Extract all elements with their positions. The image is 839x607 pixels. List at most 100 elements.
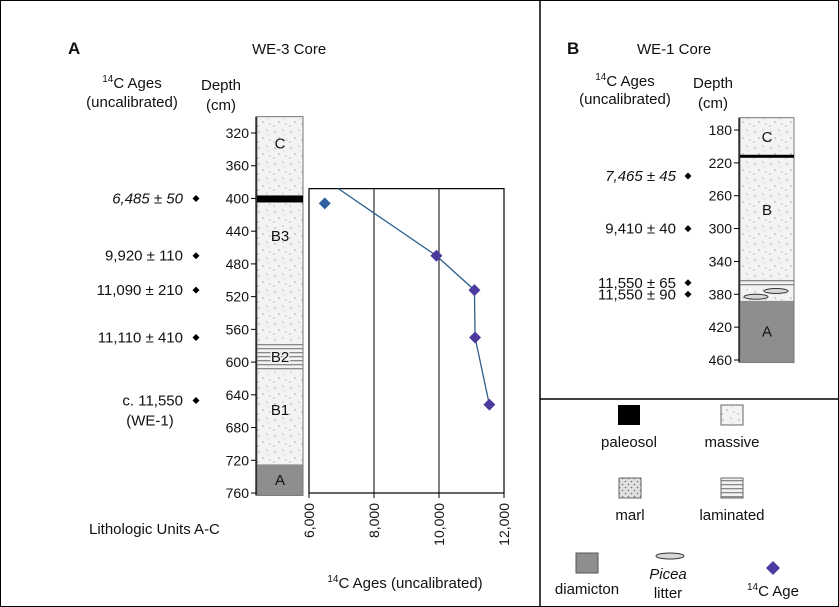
core-a-outline (256, 116, 304, 496)
legend-age-main: C Age (758, 583, 799, 600)
core-a-date-marker (192, 334, 200, 342)
panel-a-depth-header-2: (cm) (206, 97, 236, 114)
panel-b: B WE-1 Core 14C Ages (uncalibrated) Dept… (567, 39, 795, 368)
core-a-unit-c (257, 116, 303, 199)
chart-data-point (468, 284, 481, 297)
chart-data-point (318, 197, 331, 210)
core-b-depth-tick-label: 180 (709, 122, 733, 138)
core-a-depth-tick-label: 360 (226, 158, 250, 174)
core-b-date-label: 11,550 ± 90 (598, 286, 676, 303)
core-a-depth-tick-label: 640 (226, 387, 250, 403)
core-a-unit-b1 (257, 371, 303, 465)
core-b-unit-label: A (762, 324, 772, 341)
core-b-picea-litter (743, 293, 769, 300)
legend-laminated-label: laminated (699, 507, 764, 524)
core-a-unit-label: B1 (271, 402, 289, 419)
core-b-date-label: 11,550 ± 65 (598, 275, 676, 292)
chart-x-tick-label: 10,000 (431, 503, 447, 546)
core-a-date-label: 11,090 ± 210 (97, 282, 183, 299)
core-b-depth-tick-label: 260 (709, 188, 733, 204)
core-a-depth-tick-label: 400 (226, 190, 250, 206)
core-b-date-marker (684, 172, 692, 180)
core-b-depth-tick-label: 380 (709, 286, 733, 302)
legend-paleosol-label: paleosol (601, 434, 657, 451)
panel-a-date-list: 6,485 ± 50 9,920 ± 110 11,090 ± 210 11,110 … (97, 190, 200, 430)
legend-diamicton-label: diamicton (555, 581, 619, 598)
core-a-date-marker (192, 252, 200, 260)
panel-b-ages-header-2: (uncalibrated) (579, 91, 671, 108)
legend-massive-swatch (720, 404, 744, 426)
chart-x-tick-label: 12,000 (496, 503, 512, 546)
legend-diamicton-swatch (575, 552, 599, 574)
legend-marl-label: marl (615, 507, 644, 524)
core-a-depth-tick-label: 440 (226, 223, 250, 239)
core-b-date-marker (684, 279, 692, 287)
chart-x-axis-label-sup: 14 (327, 574, 339, 585)
chart-x-axis-label: 14C Ages (uncalibrated) (327, 574, 482, 592)
core-b-unit-b (740, 156, 794, 280)
core-a-unit-label: B3 (271, 228, 289, 245)
core-b-date-label: 7,465 ± 45 (605, 168, 676, 185)
core-b-date-marker (684, 290, 692, 298)
core-b-date-label: 9,410 ± 40 (605, 221, 676, 238)
core-a-date-marker (192, 286, 200, 294)
core-b-unit-a (740, 300, 794, 363)
legend-laminated-swatch (720, 477, 744, 499)
legend-age-sup: 14 (747, 582, 759, 593)
legend-massive-label: massive (704, 434, 759, 451)
panel-a-lithologic-label: Lithologic Units A-C (89, 521, 220, 538)
core-b-unit-c (740, 117, 794, 157)
core-a-depth-tick-label: 600 (226, 354, 250, 370)
panel-a-ages-main: C Ages (113, 75, 161, 92)
chart-x-axis-label-main: C Ages (uncalibrated) (338, 575, 482, 592)
legend-picea-swatch (655, 552, 685, 560)
core-a-unit-label: C (275, 136, 286, 153)
panel-a-core-title: WE-3 Core (252, 41, 326, 58)
chart-data-point (469, 331, 482, 344)
core-b-depth-tick-label: 420 (709, 319, 733, 335)
core-a-depth-tick-label: 520 (226, 289, 250, 305)
panel-b-depth-axis: 180 220 260 300 340 380 420 460 (709, 117, 740, 368)
panel-a-ages-header-2: (uncalibrated) (86, 94, 178, 111)
core-b-outline (739, 117, 795, 363)
panel-a-ages-header: 14C Ages (102, 74, 162, 92)
legend-paleosol-swatch (618, 405, 640, 425)
panel-a-depth-header: Depth (201, 77, 241, 94)
legend: paleosol massive marl laminated diamicto… (555, 404, 799, 602)
core-a-depth-tick-label: 480 (226, 256, 250, 272)
core-a-date-label: 11,110 ± 410 (98, 330, 183, 347)
chart-x-tick-label: 6,000 (301, 503, 317, 538)
core-b-unit-label: B (762, 202, 772, 219)
core-b-unit-layer-2 (740, 279, 794, 288)
core-a-date-label: c. 11,550 (122, 393, 183, 410)
panel-b-depth-header: Depth (693, 75, 733, 92)
legend-picea-label: Picea (649, 566, 687, 583)
core-a-date-label: 6,485 ± 50 (112, 190, 183, 207)
legend-litter-label: litter (654, 585, 682, 602)
core-b-unit-label: C (762, 129, 773, 146)
core-a-depth-tick-label: 680 (226, 420, 250, 436)
core-a-date-marker (192, 194, 200, 202)
core-b-depth-tick-label: 300 (709, 221, 733, 237)
core-a-unit-label: B2 (271, 349, 289, 366)
chart-data-point (430, 249, 443, 262)
panel-b-letter: B (567, 39, 579, 58)
core-a-unit-a (257, 464, 303, 496)
core-a-depth-tick-label: 320 (226, 125, 250, 141)
panel-a-core-column: C B3 B2 B1 A (256, 116, 304, 496)
core-b-depth-tick-label: 460 (709, 352, 733, 368)
core-a-unit-b2 (257, 341, 303, 372)
core-a-paleosol-band (257, 195, 303, 203)
core-a-date-marker (192, 397, 200, 405)
chart-x-tick-label: 8,000 (366, 503, 382, 538)
core-b-depth-tick-label: 340 (709, 253, 733, 269)
panel-b-ages-sup: 14 (595, 72, 607, 83)
chart-plot-area (308, 188, 505, 494)
core-a-depth-tick-label: 560 (226, 321, 250, 337)
chart-data-point (483, 398, 496, 411)
panel-a-ages-sup: 14 (102, 74, 114, 85)
legend-marl-swatch (618, 477, 642, 499)
core-b-paleosol-band (740, 154, 794, 158)
